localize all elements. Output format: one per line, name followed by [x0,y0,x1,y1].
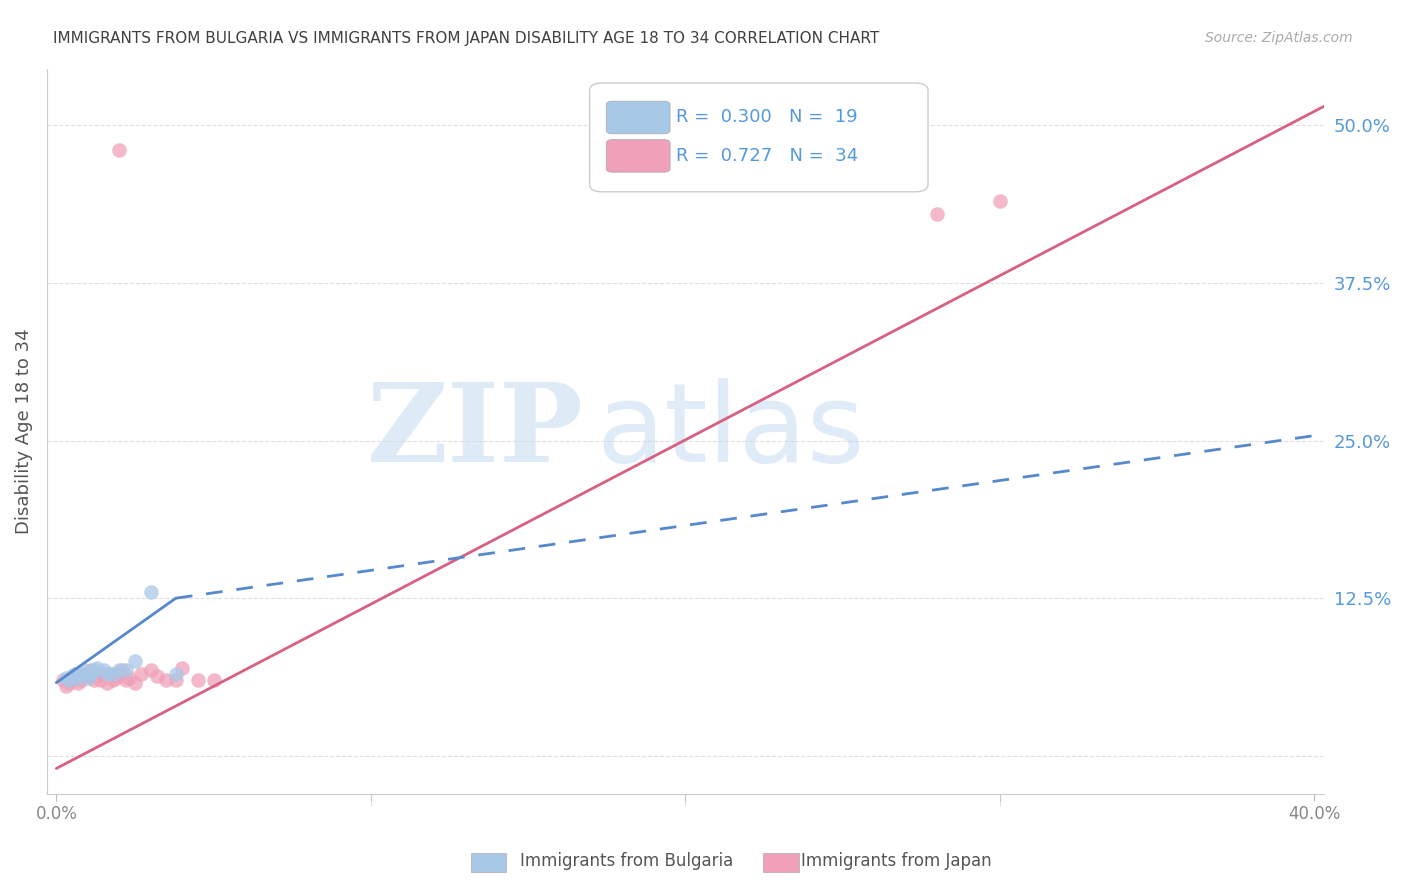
Text: R =  0.727   N =  34: R = 0.727 N = 34 [676,146,859,164]
Point [187,673,209,688]
Point [155,673,177,688]
Point [73,666,96,681]
Point [105,671,128,685]
Point [58,675,80,690]
Text: R =  0.300   N =  19: R = 0.300 N = 19 [676,108,858,126]
Text: ZIP: ZIP [367,377,583,484]
Point [63,666,86,681]
Point [73,663,96,677]
Point [76,669,98,683]
Point [67,671,90,685]
Point [114,673,136,688]
Text: Immigrants from Bulgaria: Immigrants from Bulgaria [520,852,734,870]
Point [83,673,105,688]
Point [101,673,124,688]
Point [108,663,131,677]
Point [86,660,108,674]
Point [55,671,77,685]
Point [83,663,105,677]
Point [172,660,194,674]
Point [114,663,136,677]
Point [96,666,118,681]
Point [55,680,77,694]
Point [70,673,93,688]
Point [124,675,146,690]
Point [165,673,187,688]
Text: Source: ZipAtlas.com: Source: ZipAtlas.com [1205,31,1353,45]
Point [139,585,162,599]
Point [89,673,111,688]
Point [60,669,83,683]
Point [139,663,162,677]
Point [129,666,152,681]
Point [124,654,146,668]
Point [58,673,80,688]
FancyBboxPatch shape [606,139,671,172]
Point [96,675,118,690]
Point [925,206,948,220]
Point [118,671,141,685]
Point [101,666,124,681]
Point [67,675,90,690]
Point [52,673,75,688]
Point [165,666,187,681]
Y-axis label: Disability Age 18 to 34: Disability Age 18 to 34 [15,328,32,534]
Text: IMMIGRANTS FROM BULGARIA VS IMMIGRANTS FROM JAPAN DISABILITY AGE 18 TO 34 CORREL: IMMIGRANTS FROM BULGARIA VS IMMIGRANTS F… [53,31,880,46]
Point [80,666,103,681]
Point [108,666,131,681]
Point [70,666,93,681]
Point [63,666,86,681]
FancyBboxPatch shape [606,101,671,134]
Point [111,663,134,677]
Text: atlas: atlas [596,377,865,484]
FancyBboxPatch shape [589,83,928,192]
Point [86,669,108,683]
Point [98,666,121,681]
Point [988,194,1011,208]
Point [60,671,83,685]
Point [202,673,225,688]
Point [146,669,169,683]
Point [80,663,103,677]
Point [93,666,115,681]
Text: Immigrants from Japan: Immigrants from Japan [801,852,993,870]
Point [93,663,115,677]
Point [108,144,131,158]
Point [76,671,98,685]
